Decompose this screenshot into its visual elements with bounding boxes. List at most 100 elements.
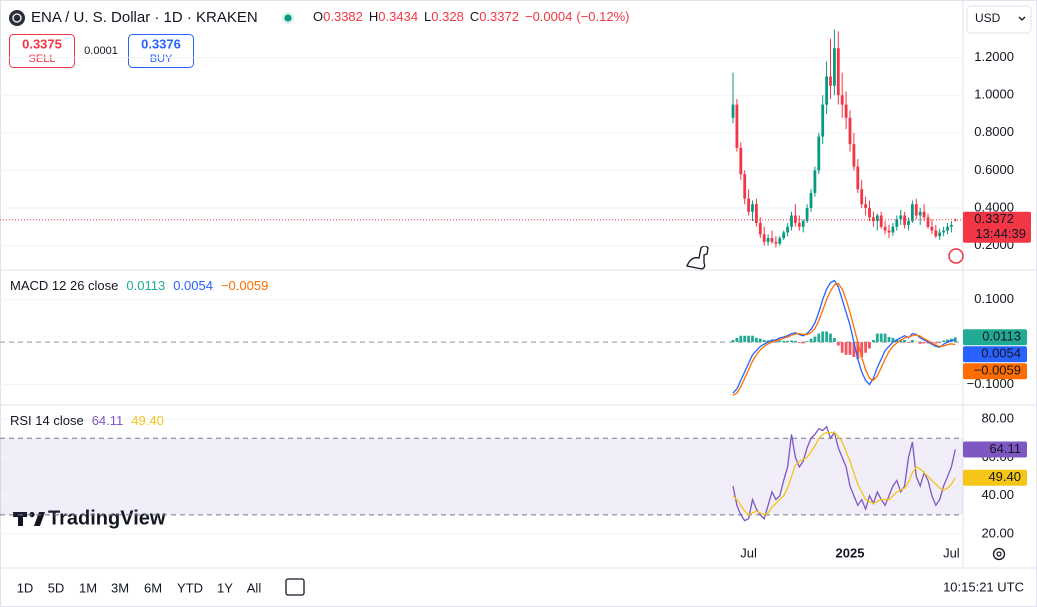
histogram-bar [797, 342, 801, 343]
histogram-bar [805, 341, 809, 343]
last-price-box [963, 211, 1031, 243]
candle-body [735, 104, 739, 148]
dropdown-caret [1018, 16, 1026, 21]
histogram-bar [766, 340, 770, 343]
watermark: TradingView [48, 507, 166, 529]
candle-body [821, 104, 825, 137]
range-button[interactable]: 6M [144, 580, 162, 595]
candle-body [938, 232, 942, 237]
candle-body [813, 170, 817, 193]
histogram-bar [903, 339, 906, 343]
histogram-bar [872, 339, 875, 343]
candle-body [751, 204, 754, 212]
buy-button[interactable] [128, 34, 194, 68]
candle-body [953, 219, 957, 221]
histogram-bar [739, 335, 743, 343]
histogram-bar [879, 333, 883, 343]
currency-select[interactable] [966, 5, 1032, 34]
range-button[interactable]: 5D [48, 580, 65, 595]
settings-icon[interactable] [992, 547, 1006, 561]
candle-body [801, 221, 805, 227]
histogram-bar [938, 342, 942, 343]
candle-body [872, 217, 875, 222]
range-button[interactable]: 1Y [217, 580, 233, 595]
legend-value: 64.11 [92, 413, 124, 428]
candle-body [782, 232, 786, 239]
histogram-bar [911, 339, 914, 343]
flag-icon[interactable] [948, 248, 964, 264]
histogram-bar [782, 340, 786, 343]
candle-body [930, 226, 934, 231]
histogram-bar [922, 342, 926, 344]
change-percent: (−0.12%) [576, 9, 629, 24]
histogram-bar [821, 331, 825, 343]
candle-body [747, 198, 750, 212]
histogram-bar [868, 342, 871, 349]
candle-body [903, 215, 906, 225]
candle-body [942, 230, 945, 233]
symbol-title[interactable]: ENA / U. S. Dollar · 1D · KRAKEN [31, 9, 258, 26]
logo-part [34, 512, 45, 526]
histogram-bar [852, 342, 856, 357]
histogram-bar [755, 337, 758, 343]
histogram-bar [953, 337, 957, 343]
histogram-bar [833, 337, 836, 343]
last-price-label: 0.3372 [974, 211, 1014, 226]
candle-body [860, 189, 864, 205]
histogram-bar [829, 333, 832, 343]
candle-body [833, 48, 836, 86]
indicator-legend: MACD 12 26 close 0.0113 0.0054 −0.0059 [10, 278, 268, 293]
range-button[interactable]: YTD [177, 580, 203, 595]
histogram-bar [918, 342, 922, 344]
candle-body [891, 226, 895, 233]
axis-value-box [963, 469, 1027, 486]
indicator-line [732, 425, 956, 522]
candle-body [907, 221, 910, 225]
candle-body [856, 166, 860, 190]
legend-value: 0.0054 [173, 278, 213, 293]
indicator-line [732, 431, 956, 516]
histogram-bar [844, 342, 848, 355]
candle-body [786, 226, 789, 233]
candle-body [825, 76, 828, 105]
y-tick-label: 80.00 [981, 411, 1014, 426]
x-tick-label: Jul [740, 545, 757, 560]
range-button[interactable]: All [247, 580, 262, 595]
axis-value-label: 64.11 [989, 441, 1021, 456]
y-tick-label: 0.8000 [974, 124, 1014, 139]
candle-body [770, 238, 774, 242]
candle-body [922, 211, 926, 218]
indicator-title: MACD 12 26 close [10, 278, 118, 293]
candle-body [731, 104, 735, 118]
histogram-bar [743, 335, 747, 343]
range-button[interactable]: 3M [111, 580, 129, 595]
candle-body [950, 224, 953, 227]
date-range-icon[interactable] [285, 578, 305, 596]
candle-body [926, 217, 930, 227]
histogram-bar [778, 340, 782, 343]
axis-value-box [963, 441, 1027, 458]
candle-body [899, 215, 903, 220]
candle-body [946, 226, 949, 231]
candle-body [762, 234, 766, 242]
dino-icon[interactable] [686, 245, 709, 270]
logo-part [18, 512, 23, 526]
candle-body [774, 241, 778, 244]
sell-price: 0.3375 [22, 36, 62, 51]
histogram-bar [856, 342, 860, 360]
indicator-legend: RSI 14 close 64.11 49.40 [10, 413, 164, 428]
sell-button[interactable] [9, 34, 75, 68]
histogram-bar [946, 339, 949, 343]
buy-label: BUY [150, 53, 173, 65]
y-tick-label: 1.2000 [974, 49, 1014, 64]
range-button[interactable]: 1M [79, 580, 97, 595]
range-button[interactable]: 1D [17, 580, 34, 595]
histogram-bar [770, 339, 774, 343]
axis-value-box [963, 346, 1027, 363]
clock: 10:15:21 UTC [943, 579, 1024, 594]
candle-body [911, 204, 914, 222]
candle-body [895, 219, 899, 227]
candle-body [868, 207, 871, 218]
axis-value-label: 49.40 [988, 469, 1021, 484]
